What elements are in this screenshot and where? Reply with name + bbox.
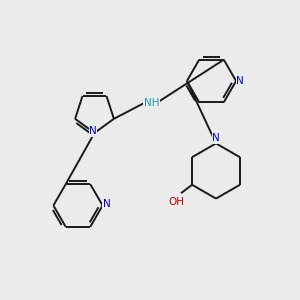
Text: N: N (236, 76, 244, 86)
Text: N: N (89, 126, 97, 136)
Text: NH: NH (144, 98, 159, 109)
Text: N: N (212, 133, 220, 143)
Text: OH: OH (169, 196, 184, 207)
Text: N: N (103, 199, 110, 209)
